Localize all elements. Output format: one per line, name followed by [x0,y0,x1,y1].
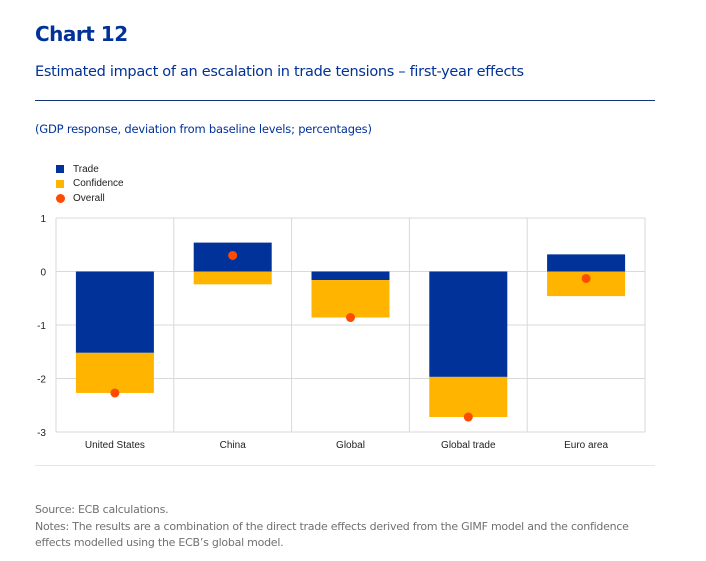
bar-trade [429,271,508,377]
units-note: (GDP response, deviation from baseline l… [35,122,372,136]
legend-label-overall: Overall [73,192,105,204]
bar-confidence [75,352,154,393]
bar-confidence [193,271,272,285]
bar-confidence [311,280,390,318]
title-divider [35,100,655,101]
dot-overall [463,412,473,422]
chart-title: Chart 12 [35,22,128,46]
y-tick-label: -1 [37,321,46,332]
legend-item-overall: Overall [56,191,124,206]
legend-label-trade: Trade [73,163,99,175]
dot-overall [346,313,355,323]
dot-overall [110,388,120,398]
legend-swatch-trade [56,165,64,174]
legend-label-confidence: Confidence [73,178,124,190]
bar-trade [547,254,626,272]
y-tick-label: 1 [40,214,46,225]
notes-text: Notes: The results are a combination of … [35,519,629,550]
x-tick-label: China [220,440,247,451]
legend: Trade Confidence Overall [56,162,124,206]
source-notes: Source: ECB calculations. Notes: The res… [35,502,665,552]
y-tick-label: -2 [37,375,46,386]
x-tick-label: United States [85,440,145,451]
bar-confidence [429,376,508,418]
y-tick-label: -3 [37,428,46,439]
legend-item-confidence: Confidence [56,177,124,192]
footer-divider [35,465,655,466]
bar-trade [75,271,154,353]
x-tick-label: Global [336,440,365,451]
dot-overall [228,250,238,260]
source-text: Source: ECB calculations. [35,503,169,516]
legend-item-trade: Trade [56,162,124,177]
x-tick-label: Global trade [441,440,496,451]
chart-subtitle: Estimated impact of an escalation in tra… [35,64,524,80]
bar-trade [311,271,390,281]
y-tick-label: 0 [40,268,46,279]
legend-marker-overall [56,193,65,203]
dot-overall [581,273,591,283]
legend-swatch-confidence [56,179,64,188]
x-tick-label: Euro area [564,440,608,451]
